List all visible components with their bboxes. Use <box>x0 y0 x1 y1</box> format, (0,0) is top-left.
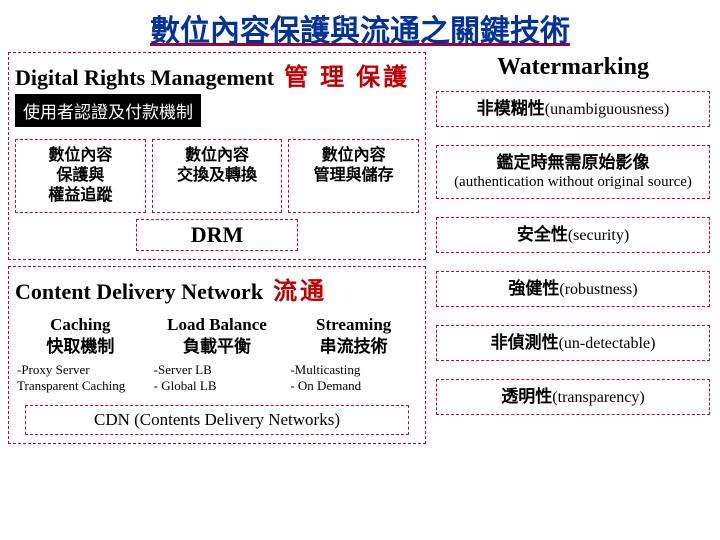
wm-3-cn: 強健性 <box>508 279 559 298</box>
wm-1-cn: 鑑定時無需原始影像 <box>497 153 650 172</box>
drm-col-2: 數位內容 管理與儲存 <box>288 139 419 213</box>
wm-item-2: 安全性(security) <box>436 217 710 253</box>
wm-4-en: (un-detectable) <box>559 335 656 352</box>
wm-4-cn: 非偵測性 <box>491 333 559 352</box>
wm-item-3: 強健性(robustness) <box>436 271 710 307</box>
drm-col-1: 數位內容 交換及轉換 <box>152 139 283 213</box>
drm-header-en: Digital Rights Management <box>15 65 274 91</box>
wm-item-4: 非偵測性(un-detectable) <box>436 325 710 361</box>
cdn-sub-0: -Proxy Server Transparent Caching <box>15 362 146 395</box>
drm-row: 數位內容 保護與 權益追蹤 數位內容 交換及轉換 數位內容 管理與儲存 <box>15 139 419 213</box>
cdn-col-1-cn: 負載平衡 <box>183 337 251 356</box>
wm-2-cn: 安全性 <box>517 225 568 244</box>
drm-footer: DRM <box>136 219 298 251</box>
cdn-col-1: Load Balance 負載平衡 <box>152 312 283 360</box>
drm-auth-box: 使用者認證及付款機制 <box>15 94 201 127</box>
cdn-col-0: Caching 快取機制 <box>15 312 146 360</box>
cdn-col-2-en: Streaming <box>316 315 391 334</box>
cdn-col-1-en: Load Balance <box>167 315 267 334</box>
wm-2-en: (security) <box>568 227 629 244</box>
wm-3-en: (robustness) <box>559 281 637 298</box>
drm-header-cn: 管 理 保護 <box>284 57 410 92</box>
page-title: 數位內容保護與流通之關鍵技術 <box>0 0 720 52</box>
drm-header: Digital Rights Management 管 理 保護 <box>15 57 419 92</box>
wm-1-en: (authentication without original source) <box>441 173 705 192</box>
cdn-footer: CDN (Contents Delivery Networks) <box>25 405 409 435</box>
cdn-col-2-cn: 串流技術 <box>320 337 388 356</box>
cdn-sub-2: -Multicasting - On Demand <box>288 362 419 395</box>
wm-5-en: (transparency) <box>552 389 644 406</box>
watermark-title: Watermarking <box>432 52 714 91</box>
cdn-header: Content Delivery Network 流通 <box>15 271 419 306</box>
wm-item-5: 透明性(transparency) <box>436 379 710 415</box>
cdn-section: Content Delivery Network 流通 Caching 快取機制… <box>8 266 426 444</box>
wm-5-cn: 透明性 <box>501 387 552 406</box>
cdn-col-0-cn: 快取機制 <box>46 337 114 356</box>
cdn-col-0-en: Caching <box>50 315 110 334</box>
cdn-col-2: Streaming 串流技術 <box>288 312 419 360</box>
cdn-sub-row: -Proxy Server Transparent Caching -Serve… <box>15 362 419 395</box>
drm-section: Digital Rights Management 管 理 保護 使用者認證及付… <box>8 52 426 260</box>
cdn-header-en: Content Delivery Network <box>15 279 263 305</box>
cdn-header-cn: 流通 <box>273 271 327 306</box>
cdn-sub-1: -Server LB - Global LB <box>152 362 283 395</box>
right-column: Watermarking 非模糊性(unambiguousness) 鑑定時無需… <box>432 52 714 433</box>
wm-item-1: 鑑定時無需原始影像 (authentication without origin… <box>436 145 710 199</box>
left-column: Digital Rights Management 管 理 保護 使用者認證及付… <box>8 52 426 450</box>
wm-item-0: 非模糊性(unambiguousness) <box>436 91 710 127</box>
cdn-cols: Caching 快取機制 Load Balance 負載平衡 Streaming… <box>15 312 419 360</box>
wm-0-cn: 非模糊性 <box>477 99 545 118</box>
wm-0-en: (unambiguousness) <box>545 101 669 118</box>
drm-col-0: 數位內容 保護與 權益追蹤 <box>15 139 146 213</box>
